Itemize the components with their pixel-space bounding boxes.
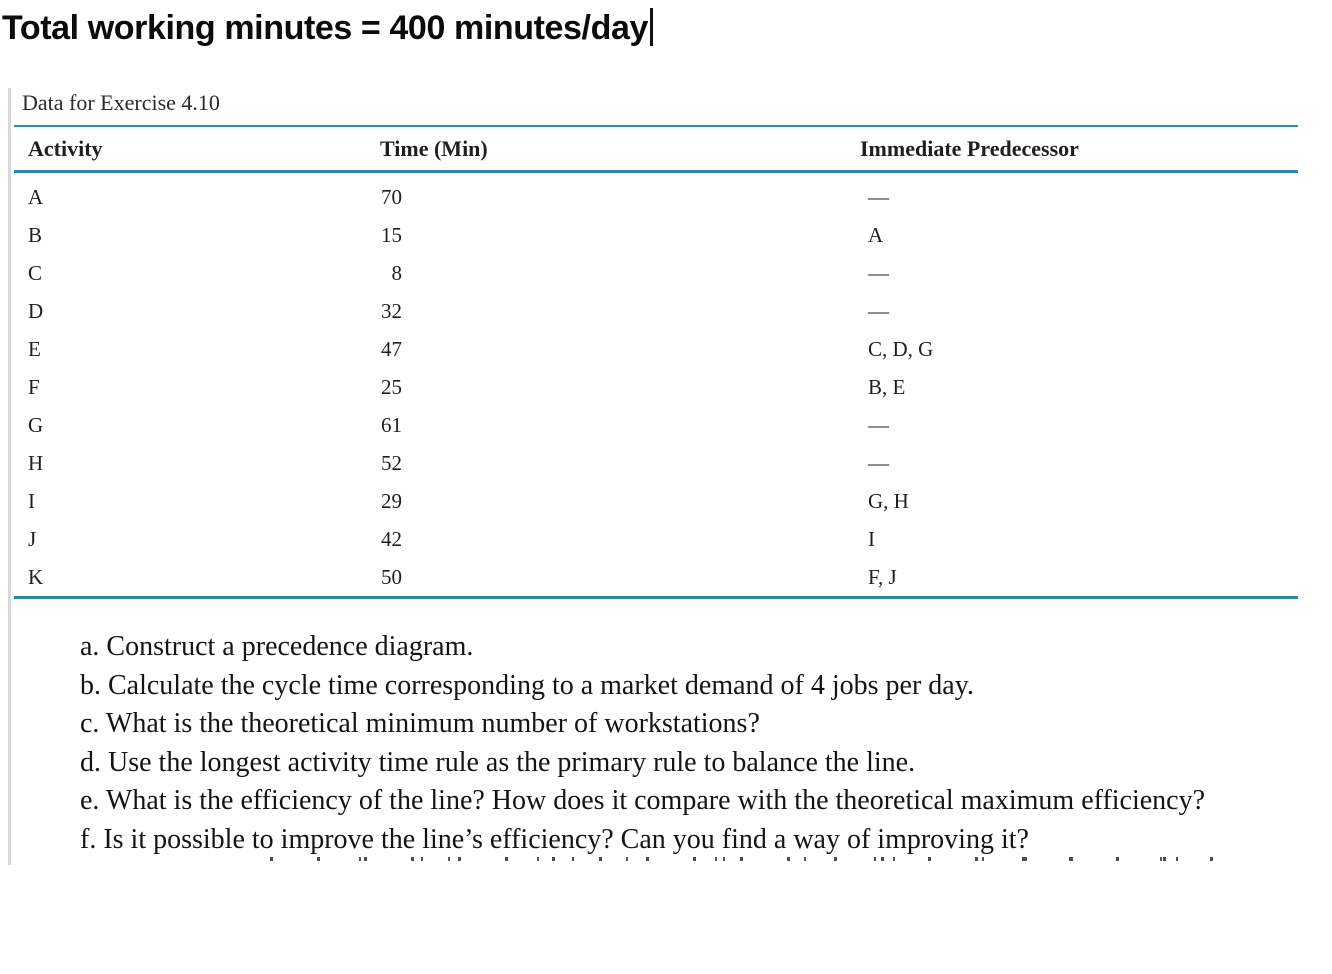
clipped-text-line — [270, 857, 1248, 861]
table-row: C 8 — — [11, 254, 1324, 292]
cell-predecessor: — — [868, 299, 889, 323]
table-row: I 29 G, H — [11, 482, 1324, 520]
cell-predecessor: F, J — [868, 565, 897, 589]
cell-activity: B — [28, 223, 43, 247]
column-header-activity: Activity — [28, 136, 103, 161]
cell-time: 70 — [381, 185, 402, 209]
cell-time: 32 — [381, 299, 402, 323]
table-row: G 61 — — [11, 406, 1324, 444]
cell-predecessor: — — [868, 261, 889, 285]
cell-predecessor: A — [868, 223, 884, 247]
cell-time: 29 — [381, 489, 402, 513]
page-title: Total working minutes = 400 minutes/day — [2, 9, 648, 47]
cell-predecessor: B, E — [868, 375, 906, 399]
cell-time: 25 — [381, 375, 402, 399]
column-header-predecessor: Immediate Predecessor — [860, 136, 1079, 161]
table-row: D 32 — — [11, 292, 1324, 330]
question-item: d. Use the longest activity time rule as… — [80, 746, 916, 778]
cell-predecessor: — — [868, 185, 889, 209]
question-item: f. Is it possible to improve the line’s … — [80, 823, 1029, 855]
cell-time: 47 — [381, 337, 402, 361]
cell-activity: A — [28, 185, 44, 209]
table-row: J 42 I — [11, 520, 1324, 558]
table-header-row: Activity Time (Min) Immediate Predecesso… — [11, 136, 1324, 166]
column-header-time: Time (Min) — [380, 136, 488, 161]
table-body: A 70 — B 15 A C 8 — D 32 — E 47 C, D, G … — [11, 178, 1324, 596]
cell-time: 52 — [381, 451, 402, 475]
cell-predecessor: C, D, G — [868, 337, 934, 361]
table-caption: Data for Exercise 4.10 — [22, 90, 220, 115]
document-title-line[interactable]: Total working minutes = 400 minutes/day — [2, 8, 653, 48]
cell-activity: E — [28, 337, 41, 361]
cell-time: 42 — [381, 527, 402, 551]
cell-predecessor: G, H — [868, 489, 909, 513]
question-item: c. What is the theoretical minimum numbe… — [80, 708, 760, 740]
cell-time: 61 — [381, 413, 402, 437]
cell-predecessor: — — [868, 451, 889, 475]
table-row: F 25 B, E — [11, 368, 1324, 406]
question-item: e. What is the efficiency of the line? H… — [80, 785, 1206, 817]
table-top-rule — [14, 125, 1298, 127]
cell-activity: C — [28, 261, 43, 285]
cell-activity: K — [28, 565, 44, 589]
cell-activity: D — [28, 299, 44, 323]
cell-activity: G — [28, 413, 44, 437]
cell-activity: H — [28, 451, 44, 475]
cell-predecessor: I — [868, 527, 875, 551]
cell-predecessor: — — [868, 413, 889, 437]
cell-time: 50 — [381, 565, 402, 589]
table-row: E 47 C, D, G — [11, 330, 1324, 368]
cell-time: 8 — [391, 261, 403, 285]
cell-time: 15 — [381, 223, 402, 247]
table-row: A 70 — — [11, 178, 1324, 216]
table-row: K 50 F, J — [11, 558, 1324, 596]
question-item: a. Construct a precedence diagram. — [80, 631, 474, 662]
cell-activity: F — [28, 375, 40, 399]
cell-activity: J — [28, 527, 37, 551]
cell-activity: I — [28, 489, 35, 513]
question-item: b. Calculate the cycle time correspondin… — [80, 669, 974, 701]
table-bottom-rule — [14, 596, 1298, 599]
table-header-rule — [14, 170, 1298, 173]
table-row: B 15 A — [11, 216, 1324, 254]
table-row: H 52 — — [11, 444, 1324, 482]
questions-list: a. Construct a precedence diagram. b. Ca… — [80, 628, 1320, 860]
exercise-panel: Data for Exercise 4.10 Activity Time (Mi… — [8, 88, 1324, 865]
text-caret — [650, 8, 653, 46]
